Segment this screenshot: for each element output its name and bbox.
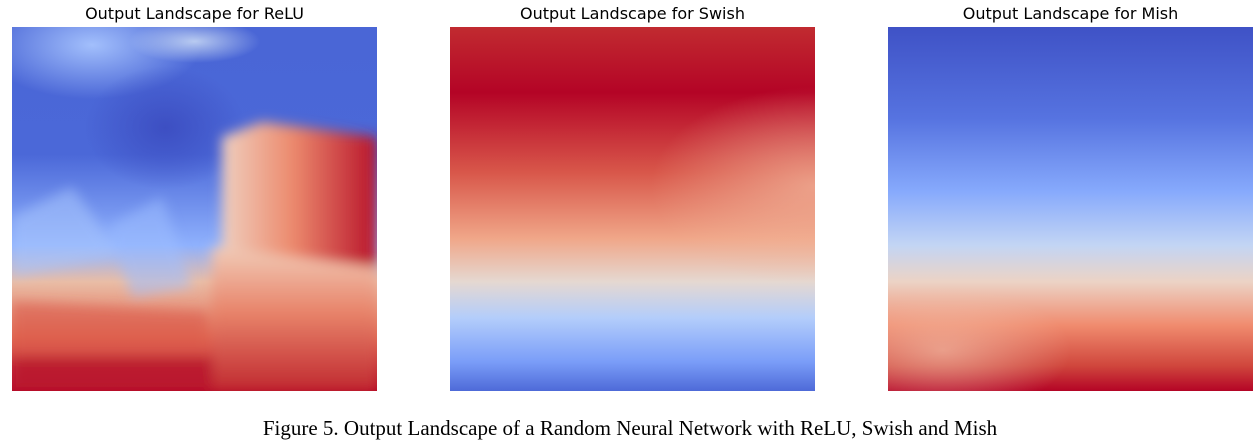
figure-caption: Figure 5. Output Landscape of a Random N… xyxy=(262,416,998,440)
relu-heatmap xyxy=(12,27,377,391)
swish-title: Output Landscape for Swish xyxy=(520,4,745,23)
swish-panel: Output Landscape for Swish xyxy=(450,0,815,395)
swish-heatmap xyxy=(450,27,815,391)
mish-panel: Output Landscape for Mish xyxy=(888,0,1253,395)
relu-heatmap-svg xyxy=(12,27,377,391)
relu-title: Output Landscape for ReLU xyxy=(85,4,304,23)
mish-title: Output Landscape for Mish xyxy=(962,4,1179,23)
mish-heatmap xyxy=(888,27,1253,391)
mish-heatmap-svg xyxy=(888,27,1253,391)
swish-heatmap-svg xyxy=(450,27,815,391)
relu-panel: Output Landscape for ReLU xyxy=(12,0,377,395)
